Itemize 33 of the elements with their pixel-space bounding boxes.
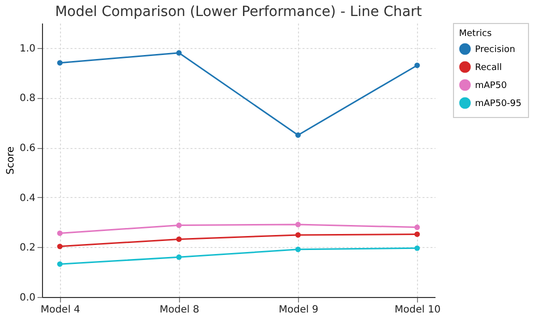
point [414,231,420,237]
point [176,50,182,56]
point [176,236,182,242]
x-tick-label: Model 9 [278,304,318,316]
y-tick-label: 0.2 [20,242,36,254]
legend-title: Metrics [459,29,492,39]
legend-label: Recall [475,63,502,73]
x-tick-label: Model 4 [40,304,80,316]
point [295,222,301,228]
legend-label: Precision [475,45,516,55]
point [176,254,182,260]
y-tick-label: 0.6 [20,143,36,154]
point [295,232,301,238]
point [176,222,182,228]
y-tick-label: 0.0 [20,292,36,304]
legend-label: mAP50 [475,81,508,91]
x-tick-label: Model 8 [160,304,200,316]
point [414,62,420,68]
point [414,224,420,230]
point [57,244,63,250]
y-tick-label: 0.4 [20,192,36,204]
y-tick-label: 1.0 [20,43,36,54]
x-tick-label: Model 10 [394,304,441,316]
legend-label: mAP50-95 [475,99,522,109]
point [414,245,420,251]
point [57,261,63,267]
point [57,230,63,236]
point [295,246,301,252]
point [295,132,301,138]
y-axis-title: Score [6,146,17,175]
chart-title: Model Comparison (Lower Performance) - Line Chart [55,4,422,20]
y-tick-label: 0.8 [20,93,36,104]
point [57,60,63,66]
